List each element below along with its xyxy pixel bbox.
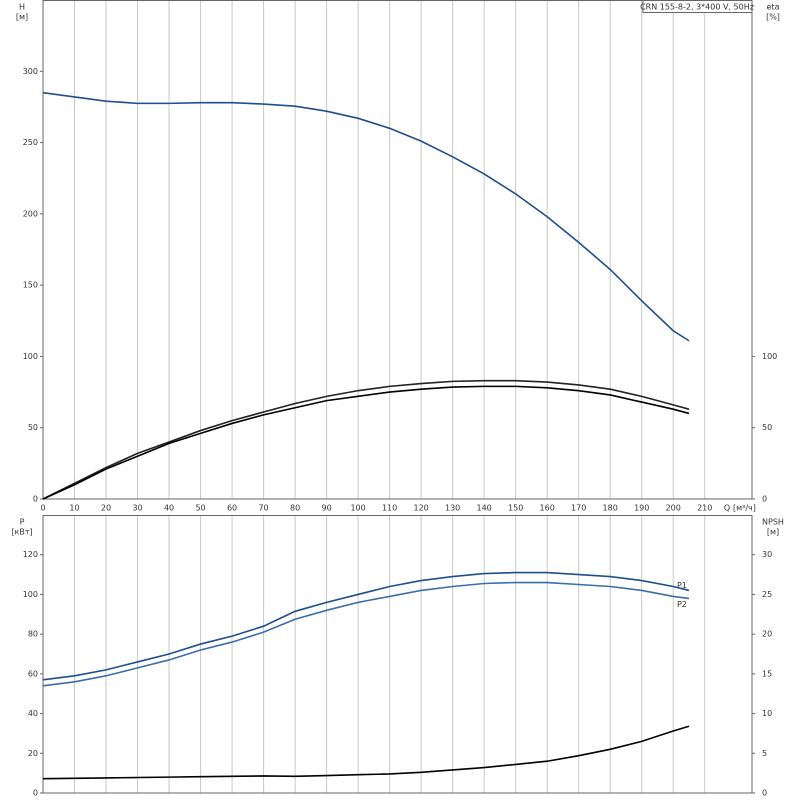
y2-axis-unit: [м] [767,528,779,537]
y-tick-label: 80 [28,630,38,639]
y-tick-label: 100 [23,352,38,361]
x-tick-label: 160 [540,504,555,513]
x-tick-label: 150 [508,504,523,513]
y2-tick-label: 20 [762,630,772,639]
y2-tick-label: 0 [762,495,767,504]
y2-tick-label: 100 [762,352,777,361]
y-tick-label: 40 [28,709,38,718]
series-line [42,571,690,681]
x-tick-label: 190 [634,504,649,513]
title-box [642,0,753,13]
x-tick-label: 170 [571,504,586,513]
x-tick-label: 50 [195,504,205,513]
x-tick-label: 140 [477,504,492,513]
x-tick-label: 40 [164,504,174,513]
y2-tick-label: 50 [762,423,772,432]
y2-tick-label: 25 [762,590,772,599]
x-tick-label: 210 [697,504,712,513]
y-tick-label: 120 [23,550,38,559]
x-tick-label: 60 [227,504,237,513]
y2-axis-label: NPSH [762,518,784,527]
chart-title: CRN 155-8-2, 3*400 V, 50Hz [640,3,754,12]
x-axis-label: Q [724,504,730,513]
x-tick-label: 10 [69,504,79,513]
x-tick-label: 70 [258,504,268,513]
y-tick-label: 300 [23,67,38,76]
y-tick-label: 20 [28,749,38,758]
y-tick-label: 50 [28,423,38,432]
series-line [42,91,690,342]
x-tick-label: 120 [413,504,428,513]
x-tick-label: 110 [382,504,397,513]
x-tick-label: 90 [322,504,332,513]
series-label: P1 [677,581,687,590]
y-tick-label: 200 [23,209,38,218]
y-axis-unit: [кВт] [11,528,32,537]
x-tick-label: 130 [445,504,460,513]
series-line [42,379,690,500]
x-tick-label: 200 [666,504,681,513]
y2-tick-label: 30 [762,550,772,559]
y-tick-label: 0 [33,789,38,798]
y-tick-label: 60 [28,669,38,678]
y-tick-label: 0 [33,495,38,504]
x-tick-label: 100 [350,504,365,513]
y2-tick-label: 5 [762,749,767,758]
x-axis-unit: [м³/ч] [733,504,756,513]
x-tick-label: 0 [40,504,45,513]
series-line [42,725,690,780]
y2-axis-label: eta [767,3,780,12]
x-tick-label: 180 [603,504,618,513]
y-tick-label: 250 [23,138,38,147]
y2-axis-unit: [%] [766,13,780,22]
y-tick-label: 150 [23,281,38,290]
y2-tick-label: 15 [762,669,772,678]
y-axis-label: H [19,3,25,12]
x-tick-label: 30 [132,504,142,513]
x-tick-label: 80 [290,504,300,513]
plot-frame [42,515,753,794]
y2-tick-label: 10 [762,709,772,718]
plot-frame [42,0,753,500]
series-line [42,581,690,687]
y-axis-label: P [20,518,25,527]
series-label: P2 [677,600,687,609]
x-tick-label: 20 [101,504,111,513]
y2-tick-label: 0 [762,789,767,798]
y-axis-unit: [м] [16,13,28,22]
series-line [42,385,690,500]
y-tick-label: 100 [23,590,38,599]
